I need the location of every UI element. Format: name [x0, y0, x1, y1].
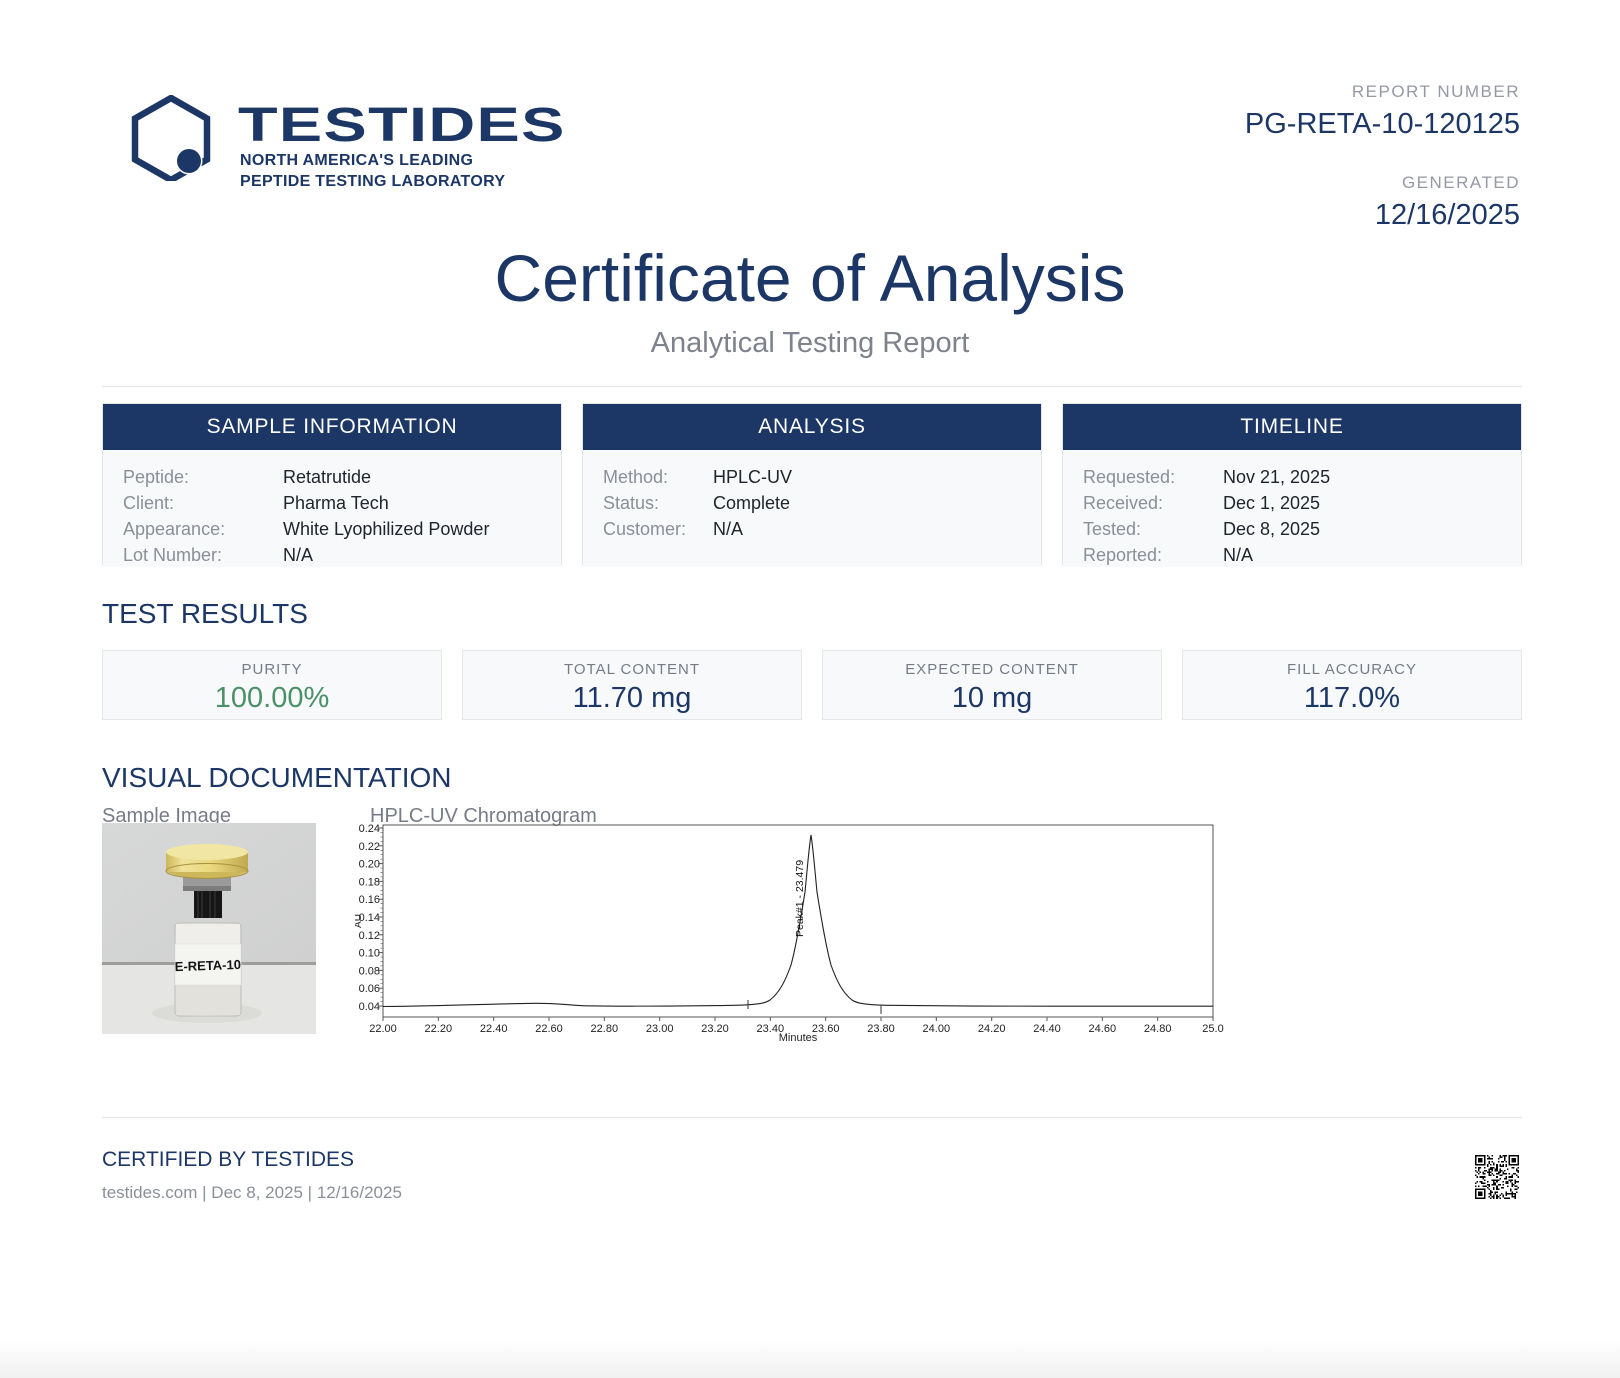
- svg-text:23.80: 23.80: [867, 1023, 895, 1035]
- svg-text:22.20: 22.20: [425, 1023, 453, 1035]
- svg-text:24.00: 24.00: [923, 1023, 951, 1035]
- svg-text:Peak#1 - 23.479: Peak#1 - 23.479: [794, 860, 806, 937]
- svg-text:0.10: 0.10: [359, 948, 380, 960]
- svg-text:22.80: 22.80: [591, 1023, 619, 1035]
- svg-text:0.16: 0.16: [359, 894, 380, 906]
- svg-text:24.20: 24.20: [978, 1023, 1006, 1035]
- svg-text:0.06: 0.06: [359, 983, 380, 995]
- svg-text:0.08: 0.08: [359, 965, 380, 977]
- svg-text:0.18: 0.18: [359, 876, 380, 888]
- svg-text:0.04: 0.04: [359, 1001, 380, 1013]
- svg-text:E-RETA-10: E-RETA-10: [174, 957, 241, 974]
- svg-text:0.22: 0.22: [359, 841, 380, 853]
- svg-text:24.80: 24.80: [1144, 1023, 1172, 1035]
- svg-text:0.20: 0.20: [359, 859, 380, 871]
- svg-text:23.00: 23.00: [646, 1023, 674, 1035]
- svg-text:23.20: 23.20: [701, 1023, 729, 1035]
- svg-text:22.00: 22.00: [369, 1023, 397, 1035]
- svg-text:24.40: 24.40: [1033, 1023, 1061, 1035]
- svg-text:AU: AU: [355, 914, 364, 928]
- svg-text:0.12: 0.12: [359, 930, 380, 942]
- svg-text:0.24: 0.24: [359, 823, 380, 835]
- svg-text:Minutes: Minutes: [779, 1032, 818, 1042]
- svg-text:22.40: 22.40: [480, 1023, 508, 1035]
- svg-text:24.60: 24.60: [1089, 1023, 1117, 1035]
- svg-text:22.60: 22.60: [535, 1023, 563, 1035]
- svg-text:25.0: 25.0: [1202, 1023, 1223, 1035]
